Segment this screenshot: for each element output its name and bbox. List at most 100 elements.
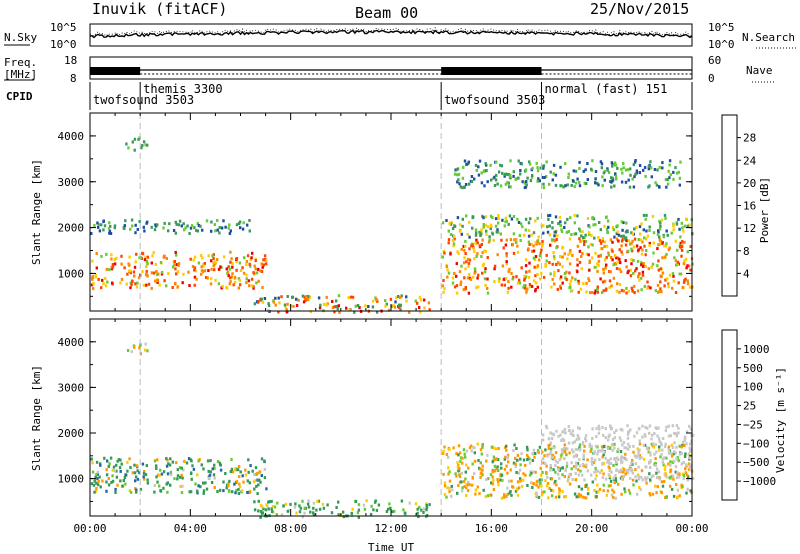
data-cell <box>658 165 661 169</box>
data-cell <box>262 507 265 511</box>
data-cell <box>592 461 596 465</box>
data-cell <box>486 180 489 184</box>
data-cell <box>150 271 154 275</box>
data-cell <box>597 254 600 258</box>
data-cell <box>519 479 522 483</box>
data-cell <box>608 466 611 470</box>
data-cell <box>501 218 504 222</box>
data-cell <box>188 490 191 494</box>
data-cell <box>465 162 468 166</box>
data-cell <box>127 146 130 150</box>
data-cell <box>534 452 537 455</box>
data-cell <box>95 460 99 464</box>
data-cell <box>574 447 578 451</box>
data-cell <box>526 458 529 461</box>
data-cell <box>261 265 264 269</box>
data-cell <box>549 441 553 445</box>
data-cell <box>255 271 259 275</box>
data-cell <box>442 290 445 294</box>
data-cell <box>681 241 684 245</box>
data-cell <box>234 467 237 471</box>
data-cell <box>684 257 688 261</box>
data-cell <box>536 179 539 183</box>
data-cell <box>503 467 507 471</box>
colorbar-tick-label: 100 <box>743 381 763 394</box>
data-cell <box>559 456 563 460</box>
data-cell <box>137 276 141 280</box>
data-cell <box>535 491 538 495</box>
data-cell <box>205 487 209 491</box>
data-cell <box>473 451 476 455</box>
data-cell <box>552 255 556 259</box>
data-cell <box>259 515 262 519</box>
data-cell <box>652 442 655 446</box>
data-cell <box>514 489 518 493</box>
data-cell <box>188 232 191 235</box>
data-cell <box>228 479 231 483</box>
data-cell <box>645 481 648 485</box>
data-cell <box>539 166 542 170</box>
data-cell <box>497 221 500 225</box>
data-cell <box>563 272 567 275</box>
data-cell <box>640 261 643 265</box>
data-cell <box>568 262 572 266</box>
data-cell <box>616 230 619 234</box>
data-cell <box>569 249 572 252</box>
data-cell <box>248 490 252 494</box>
data-cell <box>637 465 640 469</box>
data-cell <box>350 511 353 515</box>
data-cell <box>263 476 267 480</box>
data-cell <box>634 462 638 466</box>
data-cell <box>510 217 514 221</box>
data-cell <box>213 223 216 227</box>
data-cell <box>539 466 542 470</box>
data-cell <box>356 304 360 307</box>
data-cell <box>146 262 149 266</box>
data-cell <box>462 165 465 169</box>
data-cell <box>622 221 625 225</box>
data-cell <box>245 273 248 277</box>
data-cell <box>663 213 667 217</box>
data-cell <box>372 508 375 512</box>
data-cell <box>619 427 622 431</box>
data-cell <box>668 163 671 167</box>
data-cell <box>126 272 129 276</box>
data-cell <box>644 253 647 257</box>
data-cell <box>526 484 529 487</box>
data-cell <box>468 483 471 487</box>
data-cell <box>486 287 489 290</box>
data-cell <box>577 492 581 496</box>
data-cell <box>376 299 379 303</box>
data-cell <box>445 453 449 456</box>
data-cell <box>670 231 673 235</box>
data-cell <box>564 184 567 188</box>
data-cell <box>572 169 575 173</box>
data-cell <box>225 486 228 490</box>
data-cell <box>669 463 672 467</box>
data-cell <box>613 481 616 485</box>
data-cell <box>475 286 478 290</box>
data-cell <box>650 437 653 441</box>
data-cell <box>316 499 319 503</box>
data-cell <box>537 177 540 181</box>
data-cell <box>527 240 531 244</box>
data-cell <box>555 429 558 433</box>
data-cell <box>666 277 669 281</box>
data-cell <box>541 450 544 454</box>
data-cell <box>489 473 493 477</box>
data-cell <box>265 487 268 491</box>
data-cell <box>632 163 635 167</box>
colorbar-tick-label: −100 <box>743 437 770 450</box>
data-cell <box>567 253 570 256</box>
data-cell <box>591 256 594 260</box>
data-cell <box>519 222 523 226</box>
data-cell <box>129 271 132 275</box>
data-cell <box>576 270 579 274</box>
data-cell <box>672 224 675 228</box>
data-cell <box>258 470 262 474</box>
data-cell <box>456 491 459 495</box>
data-cell <box>175 461 178 465</box>
data-cell <box>659 280 662 284</box>
data-cell <box>237 465 241 468</box>
data-cell <box>459 185 462 189</box>
